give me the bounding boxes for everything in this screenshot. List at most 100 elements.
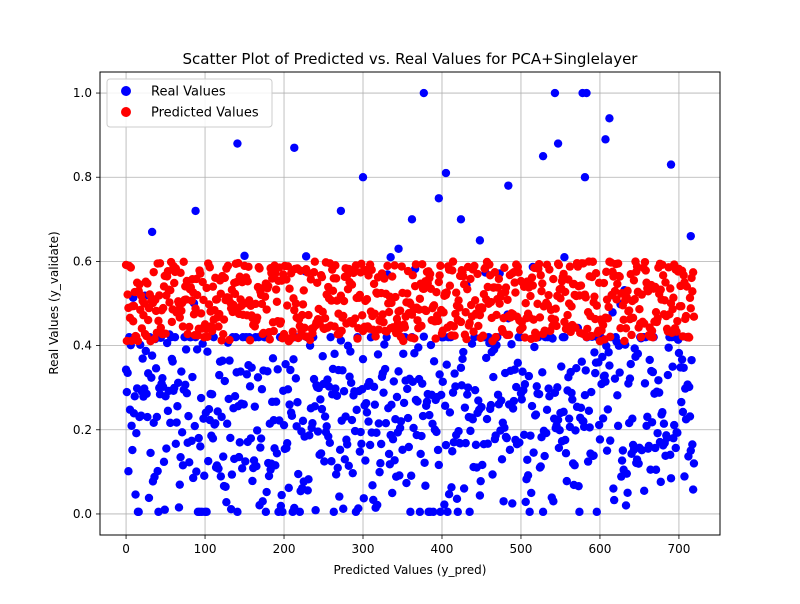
real-value-point (519, 430, 529, 440)
predicted-value-point (521, 298, 530, 308)
predicted-value-point (374, 325, 384, 334)
predicted-value-point (304, 310, 313, 320)
real-value-point (386, 253, 395, 262)
predicted-value-point (684, 333, 694, 342)
real-value-point (190, 421, 199, 431)
predicted-value-point (474, 321, 483, 331)
real-value-point (162, 444, 171, 453)
real-value-point (147, 373, 156, 382)
real-value-point (609, 495, 619, 505)
predicted-value-point (219, 315, 229, 324)
real-value-point (625, 374, 635, 383)
real-value-point (396, 417, 406, 426)
predicted-value-point (576, 281, 586, 290)
predicted-value-point (288, 327, 297, 336)
predicted-value-point (331, 261, 340, 270)
predicted-value-point (390, 261, 399, 270)
real-value-point (336, 336, 346, 345)
predicted-value-point (688, 287, 697, 296)
real-value-point (580, 173, 590, 182)
predicted-value-point (648, 333, 658, 342)
real-value-point (542, 428, 551, 438)
predicted-value-point (198, 277, 207, 287)
real-value-point (609, 484, 618, 493)
real-value-point (606, 436, 615, 445)
real-value-point (442, 360, 451, 369)
real-value-point (674, 348, 684, 358)
real-value-point (668, 362, 677, 371)
predicted-value-point (378, 310, 387, 319)
real-value-point (222, 419, 232, 428)
real-value-point (313, 427, 323, 436)
predicted-value-point (196, 269, 205, 278)
predicted-value-point (565, 262, 575, 271)
legend-marker-predicted (121, 107, 131, 117)
real-value-point (564, 414, 574, 423)
real-value-point (421, 481, 430, 490)
predicted-value-point (615, 272, 624, 281)
real-value-point (678, 407, 688, 417)
real-value-point (685, 412, 695, 421)
predicted-value-point (475, 310, 485, 320)
predicted-value-point (300, 323, 309, 333)
real-value-point (316, 395, 325, 404)
predicted-value-point (272, 297, 282, 306)
real-value-point (666, 160, 676, 169)
real-value-point (441, 440, 451, 450)
real-value-point (380, 364, 390, 374)
real-value-point (316, 449, 326, 458)
real-value-point (532, 382, 541, 391)
real-value-point (554, 443, 564, 453)
predicted-value-point (527, 273, 537, 282)
real-value-point (418, 379, 427, 388)
real-value-point (617, 456, 627, 465)
real-value-point (138, 354, 147, 363)
real-value-point (159, 457, 169, 467)
real-value-point (601, 377, 610, 386)
real-value-point (653, 428, 662, 438)
real-value-point (531, 410, 541, 419)
predicted-value-point (167, 317, 177, 327)
real-value-point (340, 455, 350, 464)
predicted-value-point (635, 304, 644, 314)
real-value-point (208, 434, 218, 443)
x-axis-label: Predicted Values (y_pred) (334, 563, 487, 577)
predicted-value-point (185, 322, 194, 332)
predicted-value-point (309, 268, 319, 277)
real-value-point (614, 341, 624, 350)
real-value-point (572, 363, 581, 373)
real-value-point (394, 367, 403, 376)
predicted-value-point (478, 331, 488, 340)
real-value-point (221, 482, 230, 491)
real-value-point (598, 352, 607, 362)
y-tick-label: 0.0 (73, 507, 92, 521)
real-value-point (379, 388, 388, 397)
real-value-point (433, 445, 443, 455)
real-value-point (538, 507, 548, 517)
real-value-point (529, 448, 538, 457)
real-value-point (399, 349, 408, 358)
real-value-point (263, 367, 272, 376)
real-value-point (234, 452, 244, 462)
predicted-value-point (384, 307, 394, 317)
real-value-point (192, 467, 201, 476)
real-value-point (594, 420, 604, 430)
real-value-point (550, 88, 560, 98)
real-value-point (331, 470, 341, 479)
real-value-point (525, 507, 534, 517)
y-tick-label: 0.8 (73, 170, 92, 184)
predicted-value-point (492, 310, 501, 320)
real-value-point (581, 366, 590, 375)
real-value-point (671, 443, 680, 453)
predicted-value-point (417, 321, 426, 331)
real-value-point (633, 349, 643, 358)
x-tick-label: 700 (667, 542, 690, 556)
real-value-point (308, 419, 317, 428)
y-tick-label: 0.4 (73, 339, 92, 353)
predicted-value-point (219, 329, 228, 339)
real-value-point (395, 423, 405, 433)
real-value-point (497, 455, 507, 464)
predicted-value-point (556, 294, 565, 303)
predicted-value-point (448, 257, 458, 266)
y-tick-label: 1.0 (73, 86, 92, 100)
